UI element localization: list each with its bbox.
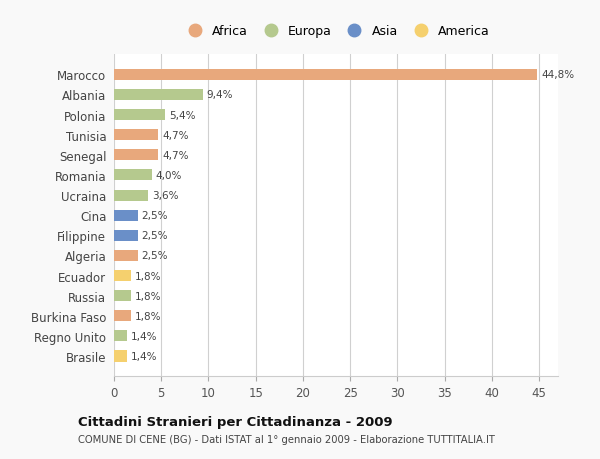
Text: 1,8%: 1,8% <box>135 291 161 301</box>
Text: 4,7%: 4,7% <box>162 130 188 140</box>
Text: 4,7%: 4,7% <box>162 151 188 161</box>
Text: 44,8%: 44,8% <box>541 70 574 80</box>
Bar <box>114 270 131 281</box>
Text: COMUNE DI CENE (BG) - Dati ISTAT al 1° gennaio 2009 - Elaborazione TUTTITALIA.IT: COMUNE DI CENE (BG) - Dati ISTAT al 1° g… <box>78 434 495 444</box>
Bar <box>114 190 148 201</box>
Text: 1,4%: 1,4% <box>131 331 158 341</box>
Bar <box>114 250 137 262</box>
Text: 2,5%: 2,5% <box>142 251 168 261</box>
Bar <box>114 70 537 81</box>
Bar <box>114 330 127 341</box>
Text: 4,0%: 4,0% <box>155 171 182 180</box>
Text: 2,5%: 2,5% <box>142 211 168 221</box>
Bar <box>114 311 131 322</box>
Bar <box>114 110 165 121</box>
Text: 1,8%: 1,8% <box>135 311 161 321</box>
Bar <box>114 130 158 141</box>
Bar <box>114 150 158 161</box>
Bar <box>114 210 137 221</box>
Text: 1,8%: 1,8% <box>135 271 161 281</box>
Bar <box>114 170 152 181</box>
Text: 9,4%: 9,4% <box>206 90 233 100</box>
Bar <box>114 230 137 241</box>
Text: 2,5%: 2,5% <box>142 231 168 241</box>
Bar <box>114 291 131 302</box>
Text: 5,4%: 5,4% <box>169 110 195 120</box>
Text: Cittadini Stranieri per Cittadinanza - 2009: Cittadini Stranieri per Cittadinanza - 2… <box>78 415 392 428</box>
Legend: Africa, Europa, Asia, America: Africa, Europa, Asia, America <box>179 23 493 41</box>
Bar <box>114 351 127 362</box>
Text: 3,6%: 3,6% <box>152 190 178 201</box>
Bar <box>114 90 203 101</box>
Text: 1,4%: 1,4% <box>131 351 158 361</box>
